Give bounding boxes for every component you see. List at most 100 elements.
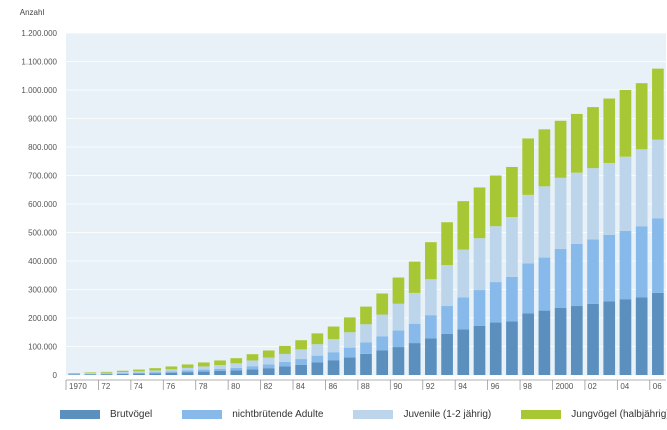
bar-segment-juvenile: [489, 226, 502, 283]
x-tick-label: 92: [426, 382, 435, 391]
bar-segment-jungvoegel: [198, 362, 210, 367]
x-tick-label: 98: [523, 382, 532, 391]
chart-plot: Anzahl 0 100.000 200.000 300.000 400.000 500.…: [20, 8, 666, 391]
bar-segment-nichtbruetende-adulte: [473, 290, 486, 326]
bar-segment-juvenile: [522, 194, 534, 264]
bar-segment-jungvoegel: [181, 364, 194, 368]
bar-segment-juvenile: [327, 339, 340, 353]
bar-segment-brutvoegel: [425, 338, 437, 375]
bar-segment-juvenile: [506, 217, 518, 277]
bar-segment-jungvoegel: [473, 187, 486, 239]
bar-segment-brutvoegel: [84, 374, 97, 375]
y-tick-label: 800.000: [28, 143, 57, 152]
bar-segment-juvenile: [587, 168, 599, 240]
legend-label: Jungvögel (halbjährig): [571, 408, 667, 420]
y-tick-label: 200.000: [28, 314, 57, 323]
legend-item: Juvenile (1-2 jährig): [353, 409, 491, 420]
bar-segment-nichtbruetende-adulte: [181, 370, 194, 373]
legend-label: Brutvögel: [110, 408, 153, 420]
y-tick-label: 600.000: [28, 200, 57, 209]
legend-swatch: [521, 409, 562, 419]
bar-segment-brutvoegel: [198, 371, 210, 375]
bar-segment-jungvoegel: [408, 261, 421, 293]
bar-segment-brutvoegel: [538, 310, 551, 375]
bar-segment-jungvoegel: [84, 372, 97, 374]
bar-segment-juvenile: [262, 357, 275, 365]
bar-segment-brutvoegel: [619, 299, 632, 375]
x-tick-label: 90: [393, 382, 402, 391]
bar-segment-nichtbruetende-adulte: [619, 230, 632, 300]
bar-segment-brutvoegel: [181, 372, 194, 375]
bar-segment-nichtbruetende-adulte: [246, 366, 259, 370]
bar-segment-jungvoegel: [635, 83, 648, 150]
bar-segment-jungvoegel: [133, 369, 145, 372]
bar-segment-jungvoegel: [392, 277, 405, 304]
bar-segment-brutvoegel: [506, 321, 518, 375]
bar-segment-juvenile: [603, 162, 616, 235]
bar-segment-juvenile: [295, 349, 307, 360]
bar-segment-nichtbruetende-adulte: [522, 263, 534, 314]
bar-segment-nichtbruetende-adulte: [230, 367, 243, 371]
x-tick-label: 78: [199, 382, 208, 391]
bar-segment-brutvoegel: [522, 313, 534, 375]
x-tick-label: 02: [588, 382, 597, 391]
bar-segment-nichtbruetende-adulte: [360, 342, 372, 354]
x-tick-label: 88: [361, 382, 370, 391]
bar-segment-jungvoegel: [279, 345, 291, 354]
x-tick-label: 2000: [555, 382, 573, 391]
bar-segment-jungvoegel: [246, 354, 259, 361]
bar-segment-brutvoegel: [587, 303, 599, 375]
y-tick-label: 300.000: [28, 286, 57, 295]
bar-segment-brutvoegel: [279, 366, 291, 375]
legend-swatch: [353, 409, 394, 419]
bar-segment-juvenile: [441, 264, 453, 307]
bar-segment-brutvoegel: [165, 372, 178, 375]
bar-segment-brutvoegel: [392, 347, 405, 375]
bar-segment-juvenile: [538, 186, 551, 258]
bar-segment-brutvoegel: [441, 333, 453, 375]
y-tick-label: 1.000.000: [21, 86, 57, 95]
bar-segment-nichtbruetende-adulte: [198, 369, 210, 372]
bar-segment-brutvoegel: [295, 364, 307, 375]
bar-segment-jungvoegel: [619, 90, 632, 157]
bar-segment-juvenile: [343, 332, 356, 348]
bar-segment-juvenile: [619, 156, 632, 231]
bar-segment-juvenile: [100, 372, 113, 374]
bar-segment-nichtbruetende-adulte: [133, 372, 145, 374]
y-tick-label: 1.100.000: [21, 58, 57, 67]
bar-segment-nichtbruetende-adulte: [262, 364, 275, 369]
bar-segment-nichtbruetende-adulte: [554, 249, 567, 308]
bar-segment-juvenile: [376, 314, 389, 337]
bar-segment-nichtbruetende-adulte: [149, 372, 162, 374]
bar-segment-nichtbruetende-adulte: [489, 282, 502, 323]
bar-segment-nichtbruetende-adulte: [343, 347, 356, 358]
bar-segment-juvenile: [457, 249, 470, 298]
bar-segment-jungvoegel: [68, 373, 80, 374]
bar-segment-juvenile: [246, 360, 259, 367]
bar-segment-brutvoegel: [116, 373, 129, 375]
bar-segment-jungvoegel: [376, 293, 389, 315]
bar-segment-nichtbruetende-adulte: [376, 336, 389, 351]
bar-segment-nichtbruetende-adulte: [570, 243, 583, 307]
legend-item: Brutvögel: [60, 409, 152, 420]
bar-segment-juvenile: [181, 367, 194, 371]
bar-segment-nichtbruetende-adulte: [214, 368, 226, 372]
bar-segment-nichtbruetende-adulte: [538, 257, 551, 311]
x-tick-label: 94: [458, 382, 467, 391]
bar-segment-juvenile: [554, 177, 567, 250]
bar-segment-jungvoegel: [441, 222, 453, 265]
bar-segment-juvenile: [473, 238, 486, 291]
bar-segment-jungvoegel: [360, 306, 372, 325]
bar-segment-juvenile: [279, 353, 291, 362]
bar-segment-juvenile: [311, 344, 324, 356]
bar-segment-juvenile: [116, 372, 129, 374]
bar-segment-nichtbruetende-adulte: [295, 359, 307, 365]
y-tick-label: 900.000: [28, 115, 57, 124]
bar-segment-brutvoegel: [149, 373, 162, 375]
bar-segment-juvenile: [360, 324, 372, 343]
legend-swatch: [182, 409, 223, 419]
bar-segment-brutvoegel: [473, 325, 486, 375]
bar-segment-brutvoegel: [214, 371, 226, 375]
bar-segment-nichtbruetende-adulte: [457, 297, 470, 330]
bar-segment-brutvoegel: [652, 292, 664, 375]
